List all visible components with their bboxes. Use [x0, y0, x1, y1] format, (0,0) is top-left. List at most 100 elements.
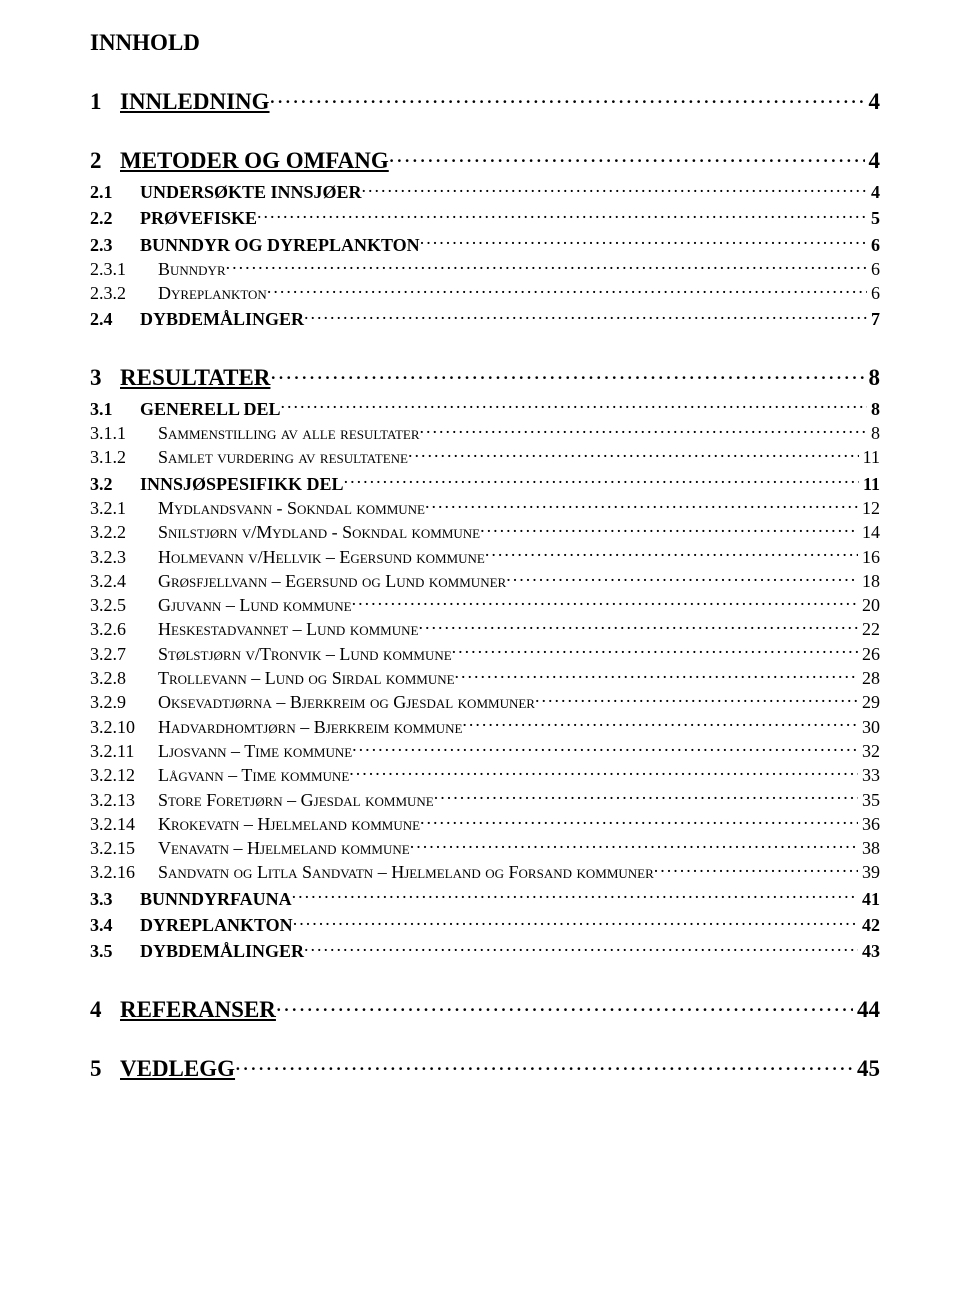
toc-entry-number: 3.1	[90, 397, 140, 421]
toc-entry-label: 3.4DYREPLANKTON	[90, 913, 293, 937]
toc-entry[interactable]: 3.2.11Ljosvann – Time kommune32	[90, 739, 880, 763]
toc-entry[interactable]: 3.2.8Trollevann – Lund og Sirdal kommune…	[90, 666, 880, 690]
toc-entry[interactable]: 3.2.16Sandvatn og Litla Sandvatn – Hjelm…	[90, 860, 880, 884]
toc-entry-number: 3.2.4	[90, 569, 158, 593]
toc-entry-text: DYBDEMÅLINGER	[140, 309, 304, 329]
toc-entry-text: REFERANSER	[120, 997, 276, 1022]
toc-entry[interactable]: 3.2.4Grøsfjellvann – Egersund og Lund ko…	[90, 569, 880, 593]
toc-leader-dots	[270, 86, 865, 109]
toc-entry[interactable]: 3.4DYREPLANKTON 42	[90, 913, 880, 937]
toc-entry-number: 3.2.9	[90, 690, 158, 714]
toc-entry-label: 4REFERANSER	[90, 997, 276, 1023]
toc-leader-dots	[281, 397, 867, 415]
toc-entry-label: 2.4DYBDEMÅLINGER	[90, 307, 304, 331]
toc-entry[interactable]: 3.2.10Hadvardhomtjørn – Bjerkreim kommun…	[90, 715, 880, 739]
toc-entry[interactable]: 3.5DYBDEMÅLINGER43	[90, 939, 880, 963]
toc-entry-text: Sandvatn og Litla Sandvatn – Hjelmeland …	[158, 862, 654, 882]
toc-entry[interactable]: 2.3.1Bunndyr6	[90, 257, 880, 281]
toc-entry-text: Hadvardhomtjørn – Bjerkreim kommune	[158, 717, 462, 737]
toc-entry-text: RESULTATER	[120, 365, 270, 390]
toc-leader-dots	[480, 520, 858, 538]
toc-entry[interactable]: 3.2.1Mydlandsvann - Sokndal kommune12	[90, 496, 880, 520]
toc-entry-page: 14	[858, 520, 880, 544]
toc-container: 1INNLEDNING4 2METODER OG OMFANG4 2.1UNDERS…	[90, 86, 880, 1082]
toc-entry-number: 3.2.5	[90, 593, 158, 617]
toc-entry-text: INNSJØSPESIFIKK DEL	[140, 474, 344, 494]
toc-entry-page: 44	[853, 997, 880, 1023]
toc-entry[interactable]: 3.2.15Venavatn – Hjelmeland kommune38	[90, 836, 880, 860]
toc-entry[interactable]: 3.2.14Krokevatn – Hjelmeland kommune36	[90, 812, 880, 836]
toc-entry-label: 3.2.10Hadvardhomtjørn – Bjerkreim kommun…	[90, 715, 462, 739]
toc-entry-label: 3.1GENERELL DEL	[90, 397, 281, 421]
toc-leader-dots	[292, 887, 858, 905]
toc-entry-number: 3.2.16	[90, 860, 158, 884]
toc-page: INNHOLD 1INNLEDNING42METODER OG OMFANG42…	[0, 0, 960, 1128]
toc-entry-number: 3.2.2	[90, 520, 158, 544]
toc-entry-text: Stølstjørn v/Tronvik – Lund kommune	[158, 644, 452, 664]
toc-entry[interactable]: 2.1UNDERSØKTE INNSJØER4	[90, 180, 880, 204]
toc-entry-number: 2.2	[90, 206, 140, 230]
toc-entry[interactable]: 3.2.2Snilstjørn v/Mydland - Sokndal komm…	[90, 520, 880, 544]
toc-entry[interactable]: 3.1GENERELL DEL8	[90, 397, 880, 421]
toc-entry[interactable]: 4REFERANSER 44	[90, 994, 880, 1023]
toc-entry[interactable]: 3.2.6Heskestadvannet – Lund kommune22	[90, 617, 880, 641]
toc-entry-text: Ljosvann – Time kommune	[158, 741, 352, 761]
toc-entry-label: 5VEDLEGG	[90, 1056, 235, 1082]
toc-entry-page: 42	[858, 913, 880, 937]
toc-entry-text: UNDERSØKTE INNSJØER	[140, 182, 362, 202]
toc-leader-dots	[226, 257, 867, 275]
toc-entry[interactable]: 3.2.12Lågvann – Time kommune33	[90, 763, 880, 787]
toc-leader-dots	[462, 715, 858, 733]
toc-entry[interactable]: 5VEDLEGG45	[90, 1053, 880, 1082]
toc-leader-dots	[420, 812, 858, 830]
toc-entry[interactable]: 3.2.3Holmevann v/Hellvik – Egersund komm…	[90, 545, 880, 569]
toc-entry-label: 2.2PRØVEFISKE	[90, 206, 257, 230]
toc-entry[interactable]: 3.2.9Oksevadtjørna – Bjerkreim og Gjesda…	[90, 690, 880, 714]
toc-entry[interactable]: 2.2PRØVEFISKE5	[90, 206, 880, 230]
toc-entry-number: 3.2.7	[90, 642, 158, 666]
toc-entry-label: 3.2.4Grøsfjellvann – Egersund og Lund ko…	[90, 569, 506, 593]
toc-entry-text: Gjuvann – Lund kommune	[158, 595, 352, 615]
toc-entry-page: 11	[859, 445, 880, 469]
toc-entry-number: 3.2.13	[90, 788, 158, 812]
toc-entry[interactable]: 2.3.2Dyreplankton6	[90, 281, 880, 305]
toc-entry-page: 41	[858, 887, 880, 911]
toc-entry-label: 3.2.3Holmevann v/Hellvik – Egersund komm…	[90, 545, 485, 569]
toc-entry-page: 8	[867, 421, 880, 445]
toc-leader-dots	[304, 307, 867, 325]
toc-entry-label: 3.2.14Krokevatn – Hjelmeland kommune	[90, 812, 420, 836]
toc-entry[interactable]: 3.1.2Samlet vurdering av resultatene11	[90, 445, 880, 469]
toc-leader-dots	[452, 642, 858, 660]
toc-entry-label: 2.3.1Bunndyr	[90, 257, 226, 281]
toc-leader-dots	[420, 421, 867, 439]
toc-entry-number: 2.3.1	[90, 257, 158, 281]
toc-leader-dots	[304, 939, 858, 957]
toc-entry-number: 2.1	[90, 180, 140, 204]
toc-entry-text: BUNNDYR OG DYREPLANKTON	[140, 235, 420, 255]
toc-entry[interactable]: 3.2.7Stølstjørn v/Tronvik – Lund kommune…	[90, 642, 880, 666]
toc-entry-page: 4	[865, 89, 881, 115]
toc-entry[interactable]: 1INNLEDNING4	[90, 86, 880, 115]
toc-entry[interactable]: 3RESULTATER8	[90, 362, 880, 391]
toc-entry-label: 3.2.13Store Foretjørn – Gjesdal kommune	[90, 788, 434, 812]
toc-entry[interactable]: 3.3BUNNDYRFAUNA41	[90, 887, 880, 911]
toc-entry-label: 3.2.7Stølstjørn v/Tronvik – Lund kommune	[90, 642, 452, 666]
toc-entry-number: 5	[90, 1056, 120, 1082]
toc-entry-number: 3.2.10	[90, 715, 158, 739]
toc-entry[interactable]: 3.2.13Store Foretjørn – Gjesdal kommune3…	[90, 788, 880, 812]
toc-entry[interactable]: 3.2INNSJØSPESIFIKK DEL11	[90, 472, 880, 496]
toc-entry-page: 35	[858, 788, 880, 812]
toc-entry-number: 2.3	[90, 233, 140, 257]
toc-leader-dots	[434, 788, 858, 806]
toc-entry[interactable]: 3.2.5Gjuvann – Lund kommune20	[90, 593, 880, 617]
toc-entry[interactable]: 2.3BUNNDYR OG DYREPLANKTON6	[90, 233, 880, 257]
toc-entry-number: 3.2.15	[90, 836, 158, 860]
toc-entry[interactable]: 2.4DYBDEMÅLINGER7	[90, 307, 880, 331]
toc-entry-text: Store Foretjørn – Gjesdal kommune	[158, 790, 434, 810]
toc-entry[interactable]: 3.1.1Sammenstilling av alle resultater8	[90, 421, 880, 445]
toc-entry-label: 3.2.1Mydlandsvann - Sokndal kommune	[90, 496, 425, 520]
toc-entry-text: Mydlandsvann - Sokndal kommune	[158, 498, 425, 518]
toc-entry-text: DYBDEMÅLINGER	[140, 941, 304, 961]
toc-entry[interactable]: 2METODER OG OMFANG4	[90, 145, 880, 174]
toc-entry-number: 4	[90, 997, 120, 1023]
